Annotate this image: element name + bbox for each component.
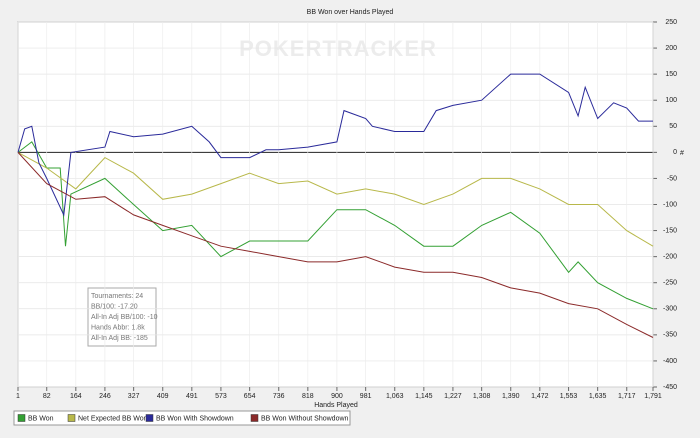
x-tick-label: 1,227: [444, 393, 462, 400]
stat-line: BB/100: -17.20: [91, 303, 138, 310]
y-tick-label: -300: [663, 306, 677, 313]
x-tick-label: 818: [302, 393, 314, 400]
x-tick-label: 1,717: [618, 393, 636, 400]
y-axis-label: #: [680, 150, 684, 157]
legend-label: Net Expected BB Won: [78, 415, 148, 422]
x-axis-label: Hands Played: [314, 402, 358, 409]
stats-box: [87, 287, 157, 347]
x-tick-label: 1,472: [531, 393, 549, 400]
legend-label: BB Won With Showdown: [156, 415, 234, 422]
legend-swatch: [17, 414, 26, 422]
stat-line: All-In Adj BB/100: -10: [91, 314, 158, 321]
legend-swatch: [145, 414, 154, 422]
y-tick-label: -200: [663, 253, 677, 260]
legend: [13, 410, 351, 426]
series-line: [17, 151, 654, 247]
y-tick-label: 150: [665, 71, 677, 78]
y-tick-label: 250: [665, 19, 677, 26]
y-tick-label: -250: [663, 280, 677, 287]
x-tick-label: 409: [157, 393, 169, 400]
series-line: [17, 152, 654, 338]
y-tick-label: -100: [663, 201, 677, 208]
x-tick-label: 900: [331, 393, 343, 400]
stat-line: All-In Adj BB: -185: [91, 335, 148, 342]
x-tick-label: 1,308: [473, 393, 491, 400]
series-line: [17, 141, 654, 310]
y-tick-label: -50: [667, 175, 677, 182]
x-tick-label: 736: [273, 393, 285, 400]
legend-swatch: [250, 414, 259, 422]
y-tick-label: 200: [665, 45, 677, 52]
series-line: [17, 73, 653, 217]
x-tick-label: 327: [128, 393, 140, 400]
x-tick-label: 1,635: [589, 393, 607, 400]
x-tick-label: 1: [16, 393, 20, 400]
y-tick-label: -350: [663, 332, 677, 339]
legend-label: BB Won: [28, 415, 54, 422]
x-tick-label: 1,145: [415, 393, 433, 400]
y-tick-label: 50: [669, 123, 677, 130]
y-tick-label: 0: [673, 149, 677, 156]
legend-swatch: [67, 414, 76, 422]
stat-line: Tournaments: 24: [91, 293, 143, 300]
legend-label: BB Won Without Showdown: [261, 415, 349, 422]
x-tick-label: 246: [99, 393, 111, 400]
chart-title: BB Won over Hands Played: [307, 9, 394, 16]
x-tick-label: 1,553: [560, 393, 578, 400]
x-tick-label: 82: [43, 393, 51, 400]
x-tick-label: 1,063: [386, 393, 404, 400]
y-tick-label: -400: [663, 358, 677, 365]
x-tick-label: 1,390: [502, 393, 520, 400]
x-tick-label: 1,791: [644, 393, 662, 400]
y-tick-label: 100: [665, 97, 677, 104]
stat-line: Hands Abbr: 1.8k: [91, 324, 145, 331]
x-tick-label: 573: [215, 393, 227, 400]
x-tick-label: 981: [360, 393, 372, 400]
y-tick-label: -450: [663, 384, 677, 391]
x-tick-label: 654: [244, 393, 256, 400]
x-tick-label: 491: [186, 393, 198, 400]
x-tick-label: 164: [70, 393, 82, 400]
y-tick-label: -150: [663, 227, 677, 234]
